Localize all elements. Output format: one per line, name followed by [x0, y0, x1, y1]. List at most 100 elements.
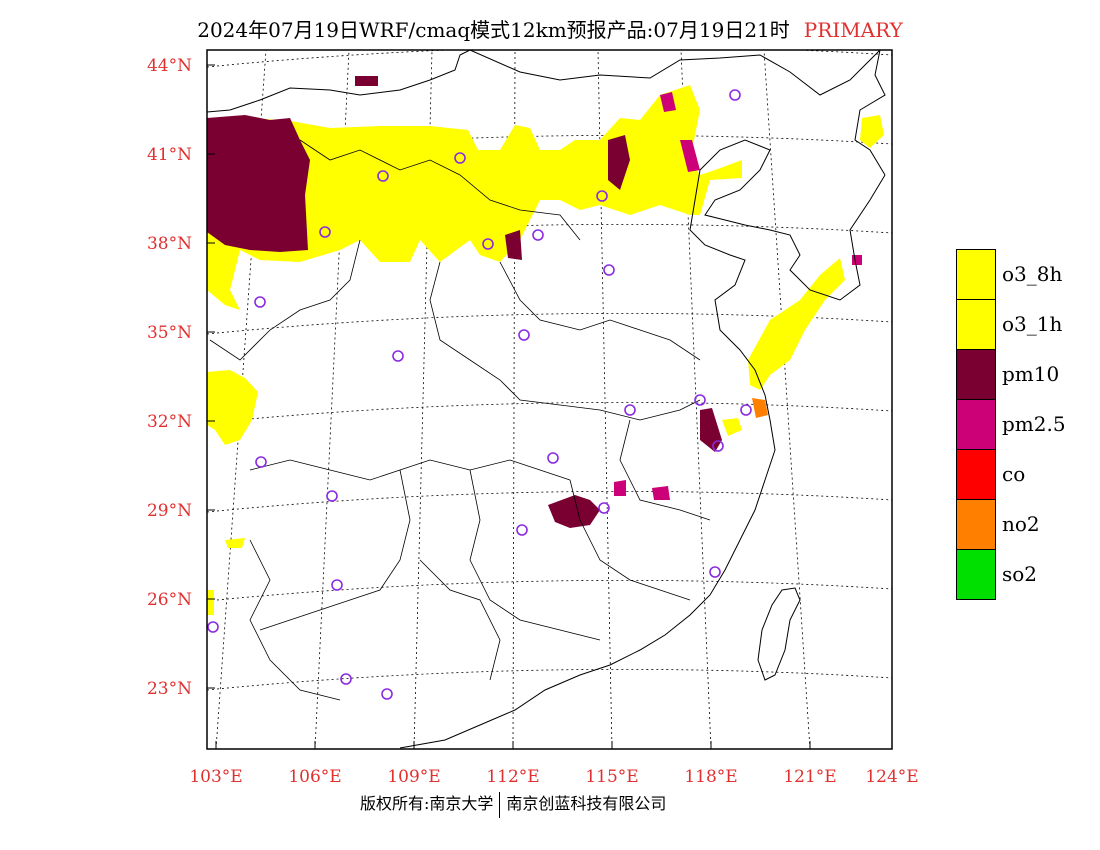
- station-marker: [326, 490, 338, 502]
- legend-swatch: [956, 449, 996, 500]
- meridian-line: [763, 50, 811, 749]
- station-marker: [712, 440, 724, 452]
- coastline: [399, 139, 886, 749]
- station-marker: [516, 524, 528, 536]
- latitude-labels: 44°N 41°N 38°N 35°N 32°N 29°N 26°N 23°N: [147, 56, 192, 699]
- o3-region-guizhou: [225, 538, 245, 548]
- longitude-labels: 103°E 106°E 109°E 112°E 115°E 118°E 121°E 124°E: [189, 767, 918, 787]
- station-marker: [624, 404, 636, 416]
- station-marker: [482, 238, 494, 250]
- footer-right: 南京创蓝科技有限公司: [506, 794, 667, 813]
- legend-label: co: [1002, 462, 1026, 486]
- meridian-line: [512, 50, 516, 749]
- station-marker: [377, 170, 389, 182]
- lon-label: 106°E: [288, 767, 341, 787]
- lat-label: 35°N: [147, 323, 192, 343]
- legend-swatch: [956, 299, 996, 350]
- station-marker: [598, 502, 610, 514]
- lat-label: 23°N: [147, 679, 192, 699]
- copyright-footer: 版权所有:南京大学 南京创蓝科技有限公司: [360, 790, 666, 818]
- pm25-region-korea: [852, 255, 862, 265]
- station-marker: [532, 229, 544, 241]
- legend-swatch: [956, 249, 996, 300]
- pm10-region-ordos: [505, 230, 522, 260]
- lon-label: 109°E: [387, 767, 440, 787]
- lat-label: 44°N: [147, 56, 192, 76]
- legend-label: o3_8h: [1002, 262, 1063, 286]
- map-frame: [206, 49, 893, 750]
- legend-swatch: [956, 549, 996, 600]
- station-marker: [392, 350, 404, 362]
- pollution-layer: [207, 76, 884, 615]
- legend-swatch: [956, 499, 996, 550]
- meridian-line: [413, 50, 433, 749]
- parallel-line: [207, 401, 892, 424]
- station-marker: [340, 673, 352, 685]
- pm10-region-jiangsu: [700, 408, 722, 452]
- no2-region-shanghai: [752, 398, 768, 418]
- pm25-region-anhui: [614, 480, 626, 496]
- parallel-line: [207, 668, 892, 691]
- axis-ticks: [207, 64, 893, 749]
- pm10-region-hubei: [548, 495, 600, 528]
- station-marker: [547, 452, 559, 464]
- station-marker: [319, 226, 331, 238]
- meridian-line: [314, 50, 350, 749]
- o3-region-shanghai: [722, 418, 742, 436]
- o3-region-yellowsea: [748, 258, 845, 390]
- footer-divider: [499, 791, 501, 818]
- taiwan: [757, 587, 801, 681]
- national-border: [207, 50, 886, 176]
- lat-label: 26°N: [147, 590, 192, 610]
- station-marker: [729, 89, 741, 101]
- station-marker: [518, 329, 530, 341]
- o3-region-yunnan: [207, 590, 214, 615]
- map-title: 2024年07月19日WRF/cmaq模式12km预报产品:07月19日21时 P…: [0, 14, 1100, 43]
- station-marker: [694, 394, 706, 406]
- pm25-region-liaoning: [660, 92, 676, 112]
- lon-label: 124°E: [865, 767, 918, 787]
- footer-left: 版权所有:南京大学: [360, 794, 494, 813]
- pm10-region-hebei: [608, 135, 630, 190]
- lon-label: 112°E: [486, 767, 539, 787]
- meridian-line: [597, 50, 613, 749]
- boundaries: [207, 50, 886, 749]
- legend-label: pm2.5: [1002, 412, 1066, 436]
- pm25-region-hebei: [680, 140, 700, 172]
- pm25-region-jiangxi: [652, 486, 670, 500]
- pm10-region-northwest: [207, 115, 310, 252]
- o3-region-yanbian: [860, 115, 884, 148]
- legend-label: pm10: [1002, 362, 1060, 386]
- province-lines: [209, 139, 711, 701]
- station-marker: [255, 456, 267, 468]
- lat-label: 38°N: [147, 234, 192, 254]
- station-marker: [454, 152, 466, 164]
- lat-label: 41°N: [147, 145, 192, 165]
- station-marker: [331, 579, 343, 591]
- pm10-region-innermongolia: [355, 76, 378, 86]
- lon-label: 118°E: [684, 767, 737, 787]
- meridian-line: [680, 50, 712, 749]
- legend-label: no2: [1002, 512, 1040, 536]
- lon-label: 103°E: [189, 767, 242, 787]
- parallel-line: [207, 579, 892, 602]
- title-tag: PRIMARY: [803, 18, 903, 42]
- station-marker: [254, 296, 266, 308]
- parallel-line: [207, 490, 892, 513]
- station-marker: [207, 621, 219, 633]
- lon-label: 115°E: [585, 767, 638, 787]
- legend-swatch: [956, 399, 996, 450]
- station-markers: [207, 89, 752, 700]
- station-marker: [709, 566, 721, 578]
- station-marker: [740, 404, 752, 416]
- lon-label: 121°E: [783, 767, 836, 787]
- legend-label: so2: [1002, 562, 1038, 586]
- lat-label: 29°N: [147, 501, 192, 521]
- station-marker: [381, 688, 393, 700]
- station-marker: [603, 264, 615, 276]
- legend-swatch: [956, 349, 996, 400]
- legend-label: o3_1h: [1002, 312, 1063, 336]
- o3-region-sichuan: [207, 370, 258, 445]
- title-main: 2024年07月19日WRF/cmaq模式12km预报产品:07月19日21时: [197, 18, 790, 42]
